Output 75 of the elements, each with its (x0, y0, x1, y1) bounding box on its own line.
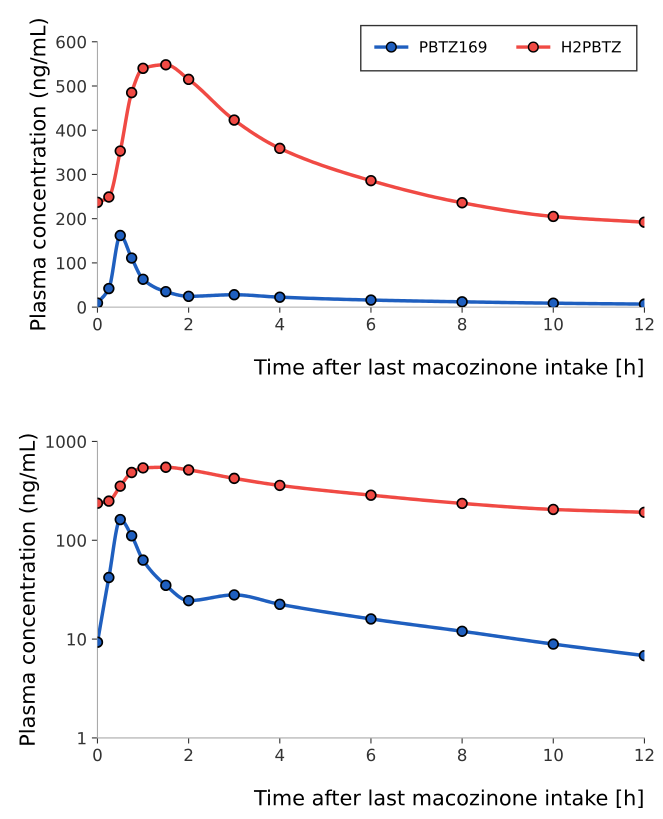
point (365, 294, 377, 306)
point (114, 514, 126, 526)
point (103, 191, 115, 203)
point (126, 530, 138, 542)
point (103, 282, 115, 294)
x-tick-label: 0 (93, 318, 102, 330)
y-tick-label: 400 (56, 124, 86, 137)
x-tick-label: 6 (366, 318, 376, 330)
legend-label: PBTZ169 (420, 41, 486, 53)
point (137, 462, 149, 474)
y-tick-label: 10 (68, 633, 86, 646)
y-tick-label: 1 (78, 732, 86, 744)
point (103, 495, 115, 507)
point (456, 626, 468, 637)
x-tick-label: 6 (366, 748, 376, 762)
x-axis-title: Time after last macozinone intake [h] (254, 358, 643, 378)
point (365, 489, 377, 501)
point (160, 59, 172, 70)
point (228, 589, 240, 601)
point (456, 498, 468, 510)
y-tick-label: 100 (57, 534, 86, 547)
x-tick-label: 0 (93, 748, 102, 762)
y-tick-label: 0 (78, 301, 86, 314)
point (126, 466, 138, 478)
point (365, 613, 377, 625)
point (137, 274, 149, 285)
point (103, 572, 115, 584)
point (365, 174, 377, 186)
y-tick-label: 100 (57, 256, 86, 270)
point (114, 480, 126, 492)
point (114, 230, 126, 242)
x-tick-label: 4 (275, 748, 284, 761)
y-tick-label: 300 (56, 168, 86, 182)
y-axis-title: Plasma concentration (ng/mL) (18, 434, 40, 745)
point (182, 74, 194, 86)
point (160, 286, 172, 298)
y-tick-label: 200 (56, 212, 86, 226)
x-tick-label: 8 (458, 748, 466, 762)
point (548, 297, 559, 308)
point (114, 145, 126, 157)
x-tick-label: 8 (458, 318, 466, 330)
point (182, 594, 194, 606)
x-tick-label: 2 (184, 318, 192, 330)
point (548, 210, 559, 222)
point (456, 197, 468, 208)
point (228, 289, 240, 300)
x-tick-label: 12 (636, 748, 654, 761)
point (228, 472, 240, 484)
point (182, 464, 194, 476)
point (126, 86, 138, 98)
point (548, 638, 559, 650)
y-axis-title: Plasma concentration (ng/mL) (30, 19, 50, 330)
point (160, 580, 172, 592)
point (126, 252, 138, 264)
x-tick-label: 4 (275, 318, 284, 330)
point (548, 504, 559, 516)
y-tick-label: 500 (56, 80, 86, 93)
point (137, 554, 149, 566)
point (228, 114, 240, 126)
y-tick-label: 1000 (46, 435, 86, 448)
point (137, 62, 149, 74)
x-axis-title: Time after last macozinone intake [h] (254, 789, 643, 808)
point (274, 291, 286, 303)
point (456, 296, 468, 308)
x-tick-label: 10 (544, 748, 563, 762)
x-tick-label: 2 (184, 748, 192, 761)
point (274, 480, 286, 492)
point (182, 290, 194, 302)
point (274, 142, 286, 154)
x-tick-label: 10 (544, 318, 563, 330)
y-tick-label: 600 (56, 36, 86, 48)
point (160, 462, 172, 473)
point (274, 598, 286, 610)
legend-label: H2PBTZ (562, 41, 621, 52)
x-tick-label: 12 (636, 318, 654, 330)
